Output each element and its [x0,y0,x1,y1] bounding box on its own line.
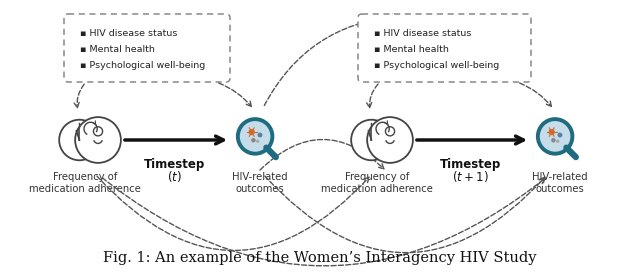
Text: Timestep: Timestep [440,158,500,171]
Circle shape [257,133,262,138]
Text: Frequency of
medication adherence: Frequency of medication adherence [29,172,141,194]
Circle shape [351,120,392,160]
Text: ▪ Psychological well-being: ▪ Psychological well-being [80,61,205,70]
Circle shape [538,119,572,154]
Text: ▪ HIV disease status: ▪ HIV disease status [80,29,177,38]
Circle shape [367,117,413,163]
Text: Timestep: Timestep [143,158,205,171]
Circle shape [385,127,395,136]
Text: ▪ Psychological well-being: ▪ Psychological well-being [374,61,499,70]
Text: Frequency of
medication adherence: Frequency of medication adherence [321,172,433,194]
FancyBboxPatch shape [358,14,531,82]
Text: ▪ Mental health: ▪ Mental health [374,45,449,54]
Text: $(t)$: $(t)$ [166,169,181,184]
FancyBboxPatch shape [64,14,230,82]
Text: ▪ HIV disease status: ▪ HIV disease status [374,29,472,38]
Circle shape [251,138,255,142]
Text: Fig. 1: An example of the Women’s Interagency HIV Study: Fig. 1: An example of the Women’s Intera… [103,251,537,265]
Circle shape [551,138,556,142]
Circle shape [548,129,555,135]
Text: HIV-related
outcomes: HIV-related outcomes [232,172,288,194]
Circle shape [248,129,255,135]
Circle shape [556,139,559,143]
Circle shape [557,133,563,138]
Circle shape [256,139,259,143]
Circle shape [93,127,102,136]
Circle shape [59,120,100,160]
Circle shape [238,119,273,154]
Circle shape [75,117,121,163]
Text: HIV-related
outcomes: HIV-related outcomes [532,172,588,194]
Text: ▪ Mental health: ▪ Mental health [80,45,155,54]
Text: $(t+1)$: $(t+1)$ [452,169,488,184]
